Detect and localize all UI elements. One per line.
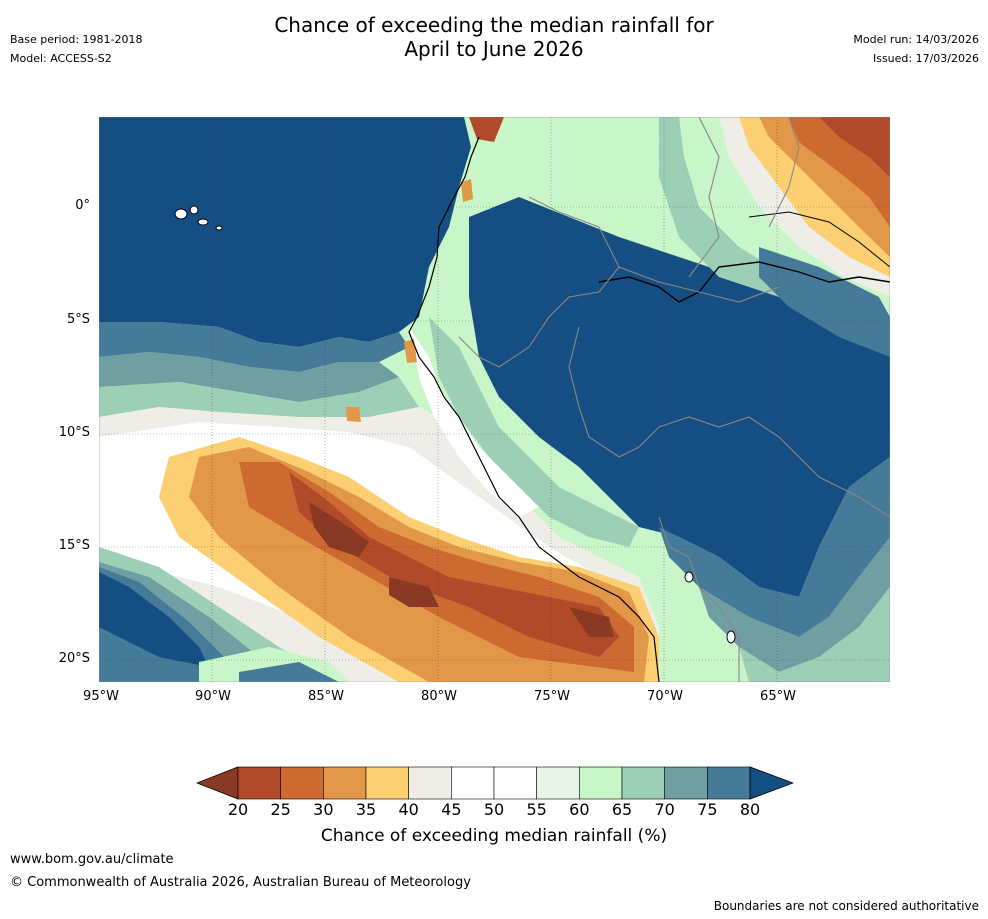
colorbar-tick-label: 80 — [739, 800, 761, 819]
colorbar-segment — [451, 766, 495, 800]
colorbar-tick-label: 55 — [526, 800, 547, 819]
lon-label-85w: 85°W — [308, 689, 344, 704]
colorbar-segment — [408, 766, 452, 800]
disclaimer-text: Boundaries are not considered authoritat… — [713, 899, 979, 913]
website-link[interactable]: www.bom.gov.au/climate — [10, 852, 174, 867]
colorbar-label: Chance of exceeding median rainfall (%) — [320, 826, 668, 846]
lon-label-80w: 80°W — [421, 689, 457, 704]
colorbar-tick-label: 25 — [270, 800, 291, 819]
colorbar-tick-label: 50 — [483, 800, 505, 819]
model-name: Model: ACCESS-S2 — [10, 52, 112, 65]
colorbar-segment — [579, 766, 623, 800]
colorbar-segment — [707, 766, 751, 800]
lon-label-75w: 75°W — [534, 689, 570, 704]
colorbar-tick-label: 75 — [697, 800, 718, 819]
model-run-date: Model run: 14/03/2026 — [853, 33, 979, 46]
colorbar-segment — [621, 766, 665, 800]
lon-label-95w: 95°W — [83, 689, 119, 704]
colorbar-tick-label: 35 — [355, 800, 377, 819]
colorbar-tick-label: 65 — [611, 800, 633, 819]
colorbar-segment — [323, 766, 367, 800]
colorbar-segment — [237, 766, 281, 800]
lat-label-10s: 10°S — [58, 425, 90, 440]
lon-label-70w: 70°W — [647, 689, 683, 704]
lat-label-5s: 5°S — [66, 312, 90, 327]
lon-label-90w: 90°W — [195, 689, 231, 704]
copyright-text: © Commonwealth of Australia 2026, Austra… — [10, 875, 471, 890]
coastline — [408, 136, 660, 682]
colorbar-tick-label: 40 — [398, 800, 419, 819]
base-period: Base period: 1981-2018 — [10, 33, 143, 46]
issued-date: Issued: 17/03/2026 — [872, 52, 979, 65]
amazon-river — [598, 261, 890, 303]
lat-label-0: 0° — [75, 198, 90, 213]
colorbar-segment — [493, 766, 537, 800]
lon-label-65w: 65°W — [760, 689, 796, 704]
map-title-line-2: April to June 2026 — [404, 37, 584, 61]
colorbar-tick-label: 20 — [227, 800, 249, 819]
country-borders — [458, 117, 890, 682]
colorbar-tick-label: 60 — [569, 800, 590, 819]
ocean-high-chance-region — [99, 117, 471, 347]
colorbar-segment — [664, 766, 708, 800]
colorbar-tick-label: 70 — [654, 800, 675, 819]
colorbar-lower-extension — [196, 766, 239, 800]
colorbar — [196, 766, 794, 800]
map-title-line-1: Chance of exceeding the median rainfall … — [274, 13, 714, 37]
colorbar-tick-label: 30 — [313, 800, 334, 819]
colorbar-upper-extension — [749, 766, 794, 800]
colorbar-tick-label: 45 — [441, 800, 462, 819]
rainfall-map — [99, 117, 890, 682]
colorbar-segment — [280, 766, 324, 800]
colorbar-segment — [365, 766, 409, 800]
lat-label-15s: 15°S — [58, 538, 90, 553]
colorbar-segment — [536, 766, 580, 800]
lat-label-20s: 20°S — [58, 651, 90, 666]
